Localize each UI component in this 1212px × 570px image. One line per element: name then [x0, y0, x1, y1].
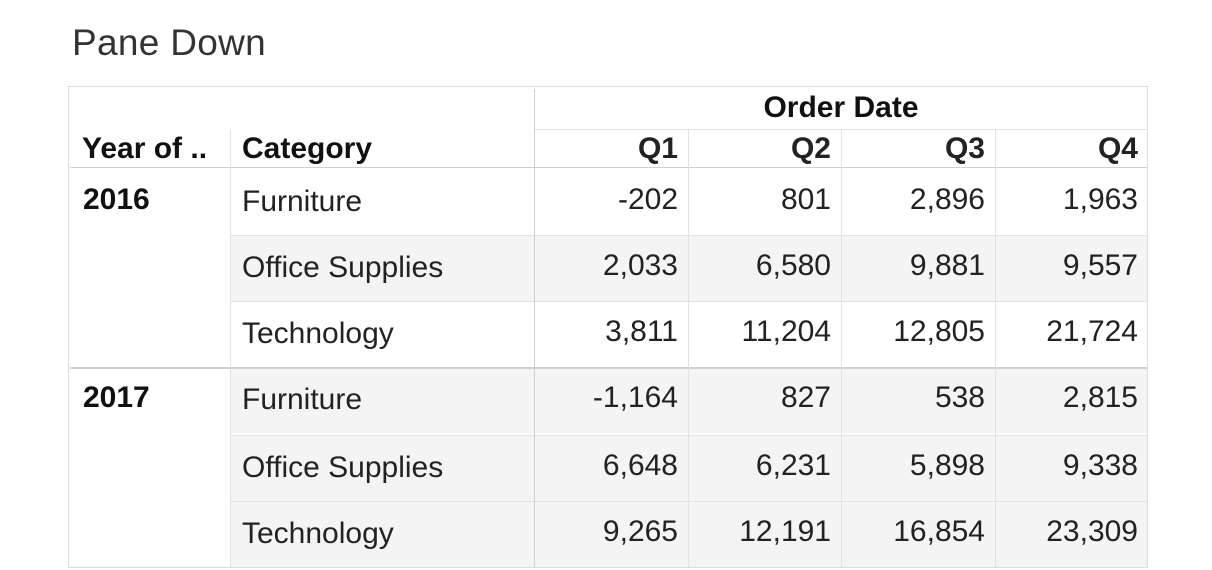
value-cell: 827: [780, 383, 831, 414]
column-group-divider: [534, 129, 1147, 130]
row-divider: [230, 235, 1147, 236]
quarter-header-q1: Q1: [637, 134, 678, 165]
value-cell: 6,580: [755, 251, 831, 282]
value-cell: 5,898: [909, 451, 985, 482]
value-cell: 9,338: [1062, 451, 1138, 482]
quarter-header-q4: Q4: [1097, 134, 1138, 165]
column-divider: [688, 169, 689, 567]
header-column-divider: [995, 129, 996, 169]
year-label-2017: 2017: [83, 383, 150, 414]
value-cell: 2,815: [1062, 383, 1138, 414]
row-divider: [230, 501, 1147, 502]
category-label: Office Supplies: [242, 453, 444, 484]
year-label-2016: 2016: [83, 185, 150, 216]
row-divider: [230, 435, 1147, 436]
row-header-year: Year of ..: [82, 134, 208, 165]
category-label: Office Supplies: [242, 253, 444, 284]
value-cell: 23,309: [1046, 517, 1138, 548]
value-cell: 21,724: [1046, 317, 1138, 348]
quarter-header-q3: Q3: [944, 134, 985, 165]
quarter-header-q2: Q2: [790, 134, 831, 165]
value-cell: 6,231: [755, 451, 831, 482]
value-cell: -202: [617, 185, 678, 216]
page-title: Pane Down: [72, 22, 266, 63]
row-divider: [230, 301, 1147, 302]
pane-divider: [70, 367, 1147, 369]
value-cell: 1,963: [1062, 185, 1138, 216]
value-cell: -1,164: [592, 383, 678, 414]
category-label: Furniture: [242, 187, 363, 218]
value-cell: 9,557: [1062, 251, 1138, 282]
category-label: Furniture: [242, 385, 363, 416]
value-cell: 9,265: [602, 517, 678, 548]
column-group-header: Order Date: [763, 93, 919, 124]
value-cell: 9,881: [909, 251, 985, 282]
crosstab-table: Order Date Year of .. Category Q1 Q2 Q3 Q4 2…: [68, 86, 1148, 568]
column-divider: [841, 169, 842, 567]
value-cell: 6,648: [602, 451, 678, 482]
category-label: Technology: [242, 519, 394, 550]
value-cell: 12,191: [739, 517, 831, 548]
header-column-divider: [841, 129, 842, 169]
row-header-category: Category: [242, 134, 373, 165]
value-cell: 2,896: [909, 185, 985, 216]
value-cell: 801: [780, 185, 831, 216]
value-cell: 538: [934, 383, 985, 414]
value-cell: 3,811: [605, 317, 678, 348]
column-divider: [995, 169, 996, 567]
category-label: Technology: [242, 319, 394, 350]
value-cell: 11,204: [741, 317, 831, 348]
value-cell: 16,854: [893, 517, 985, 548]
header-column-divider: [688, 129, 689, 169]
value-cell: 12,805: [893, 317, 985, 348]
header-divider: [70, 167, 1147, 168]
column-divider: [230, 129, 231, 567]
value-cell: 2,033: [602, 251, 678, 282]
pane-column-divider: [534, 89, 535, 567]
